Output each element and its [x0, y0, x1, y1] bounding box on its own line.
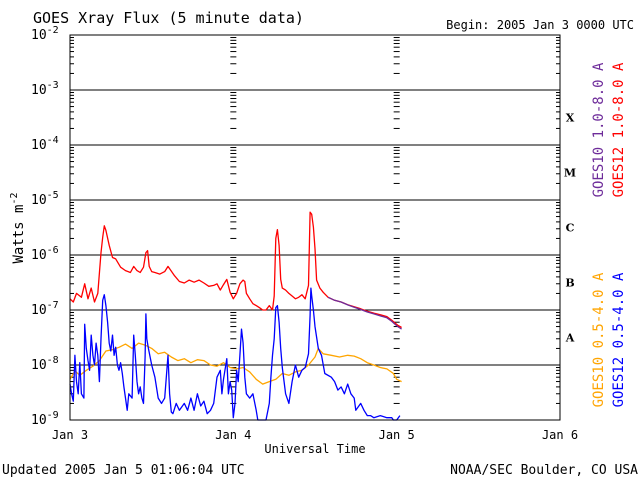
y-tick-label: 10-3 — [31, 80, 59, 98]
series-line-goes10-0-5-4-0-a — [69, 342, 402, 385]
y-tick-base: 10 — [31, 193, 47, 208]
begin-time: Begin: 2005 Jan 3 0000 UTC — [446, 18, 634, 32]
series-line-goes10-1-0-8-0-a — [327, 296, 402, 330]
legend-entry: GOES10 1.0-8.0 A — [591, 62, 607, 197]
y-tick-base: 10 — [31, 248, 47, 263]
data-series — [69, 211, 402, 421]
y-tick-label: 10-7 — [31, 300, 59, 318]
y-tick-exponent: -9 — [47, 410, 59, 421]
chart-title: GOES Xray Flux (5 minute data) — [33, 9, 304, 27]
y-tick-exponent: -2 — [47, 25, 59, 36]
x-tick-label: Jan 3 — [52, 428, 88, 442]
y-tick-base: 10 — [31, 358, 47, 373]
svg-text:Watts m-2: Watts m-2 — [9, 192, 27, 263]
legend-entry: GOES12 1.0-8.0 A — [611, 62, 627, 197]
source-credit: NOAA/SEC Boulder, CO USA — [450, 463, 638, 478]
y-tick-label: 10-9 — [31, 410, 59, 428]
flare-class-labels: A B C M X — [564, 112, 576, 345]
y-axis-label: Watts m-2 — [9, 192, 27, 263]
legend-entry: GOES12 0.5-4.0 A — [611, 272, 627, 407]
x-tick-labels: Jan 3 Jan 4 Jan 5 Jan 6 — [52, 428, 578, 442]
y-tick-exponent: -5 — [47, 190, 59, 201]
y-tick-label: 10-8 — [31, 355, 59, 373]
flare-class-c: C — [566, 222, 575, 235]
y-tick-label: 10-2 — [31, 25, 59, 43]
flare-class-m: M — [564, 167, 576, 180]
x-tick-label: Jan 4 — [215, 428, 251, 442]
y-tick-base: 10 — [31, 138, 47, 153]
plot-frame — [69, 34, 561, 421]
minor-ticks — [70, 37, 560, 421]
y-axis-label-text: Watts m — [11, 205, 27, 264]
y-tick-base: 10 — [31, 83, 47, 98]
y-tick-exponent: -7 — [47, 300, 59, 311]
legend: GOES10 1.0-8.0 A GOES12 1.0-8.0 A GOES10 0… — [591, 62, 627, 407]
y-tick-label: 10-5 — [31, 190, 59, 208]
y-tick-labels: 10-910-810-710-610-510-410-310-2 — [31, 25, 59, 428]
y-tick-exponent: -4 — [47, 135, 59, 146]
x-tick-label: Jan 5 — [379, 428, 415, 442]
y-tick-exponent: -6 — [47, 245, 59, 256]
y-axis-label-exponent: -2 — [9, 192, 20, 204]
series-line-goes12-1-0-8-0-a — [69, 211, 402, 329]
flare-class-x: X — [566, 112, 575, 125]
updated-timestamp: Updated 2005 Jan 5 01:06:04 UTC — [2, 463, 245, 478]
y-tick-exponent: -3 — [47, 80, 59, 91]
legend-entry: GOES10 0.5-4.0 A — [591, 272, 607, 407]
flare-class-a: A — [565, 332, 575, 345]
series-line-goes12-0-5-4-0-a — [69, 287, 401, 421]
y-tick-exponent: -8 — [47, 355, 59, 366]
y-tick-label: 10-6 — [31, 245, 59, 263]
y-tick-label: 10-4 — [31, 135, 59, 153]
y-tick-base: 10 — [31, 303, 47, 318]
flare-class-b: B — [565, 277, 574, 290]
x-axis-label: Universal Time — [264, 442, 365, 456]
x-tick-label: Jan 6 — [542, 428, 578, 442]
y-tick-base: 10 — [31, 413, 47, 428]
y-tick-base: 10 — [31, 28, 47, 43]
